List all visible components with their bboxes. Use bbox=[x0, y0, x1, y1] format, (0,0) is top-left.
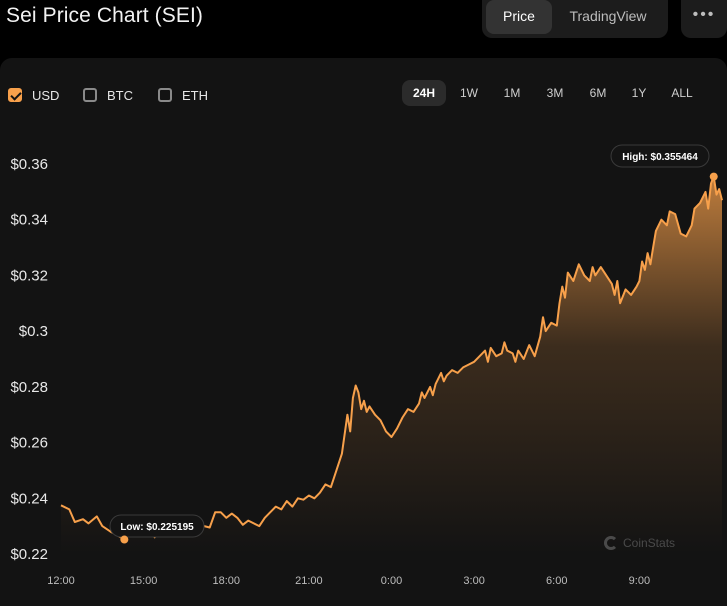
y-tick-label: $0.3 bbox=[19, 323, 48, 340]
checkbox-checked-icon bbox=[8, 88, 22, 102]
x-tick-label: 21:00 bbox=[295, 575, 323, 587]
x-tick-label: 6:00 bbox=[546, 575, 567, 587]
coinstats-watermark: CoinStats bbox=[604, 536, 675, 550]
checkbox-icon bbox=[158, 88, 172, 102]
x-tick-label: 18:00 bbox=[212, 575, 240, 587]
currency-label-eth: ETH bbox=[182, 87, 208, 103]
view-toggle: Price TradingView bbox=[482, 0, 668, 38]
range-3m[interactable]: 3M bbox=[546, 86, 564, 100]
more-options-button[interactable]: ••• bbox=[681, 0, 727, 38]
range-24h[interactable]: 24H bbox=[402, 80, 446, 106]
x-tick-label: 9:00 bbox=[629, 575, 650, 587]
x-tick-label: 3:00 bbox=[463, 575, 484, 587]
range-1y[interactable]: 1Y bbox=[631, 86, 647, 100]
x-tick-label: 15:00 bbox=[130, 575, 158, 587]
x-tick-label: 0:00 bbox=[381, 575, 402, 587]
currency-label-btc: BTC bbox=[107, 87, 133, 103]
low-tooltip-label: Low: $0.225195 bbox=[120, 522, 194, 533]
range-1w[interactable]: 1W bbox=[460, 86, 478, 100]
page-title: Sei Price Chart (SEI) bbox=[6, 4, 203, 27]
high-tooltip-box bbox=[610, 144, 710, 168]
x-tick-label: 12:00 bbox=[47, 575, 75, 587]
price-area-fill bbox=[61, 176, 722, 554]
range-all[interactable]: ALL bbox=[671, 86, 693, 100]
y-tick-label: $0.32 bbox=[10, 267, 48, 284]
currency-eth[interactable]: ETH bbox=[158, 86, 208, 104]
watermark-label: CoinStats bbox=[623, 536, 676, 550]
currency-label-usd: USD bbox=[32, 87, 60, 103]
y-tick-label: $0.24 bbox=[10, 490, 48, 507]
high-tooltip-label: High: $0.355464 bbox=[622, 152, 698, 163]
y-tick-label: $0.28 bbox=[10, 379, 48, 396]
coinstats-logo-icon bbox=[604, 536, 618, 550]
low-tooltip-box bbox=[109, 514, 205, 538]
y-tick-label: $0.34 bbox=[10, 212, 48, 229]
tab-price[interactable]: Price bbox=[486, 0, 552, 34]
tab-tradingview[interactable]: TradingView bbox=[569, 8, 647, 24]
currency-btc[interactable]: BTC bbox=[83, 86, 133, 104]
checkbox-icon bbox=[83, 88, 97, 102]
y-tick-label: $0.36 bbox=[10, 156, 48, 173]
y-tick-label: $0.26 bbox=[10, 435, 48, 452]
currency-usd[interactable]: USD bbox=[8, 86, 59, 104]
low-point-marker bbox=[120, 535, 129, 544]
price-line bbox=[60, 175, 723, 541]
high-point-marker bbox=[709, 172, 718, 181]
range-1m[interactable]: 1M bbox=[503, 86, 521, 100]
range-6m[interactable]: 6M bbox=[589, 86, 607, 100]
y-tick-label: $0.22 bbox=[10, 546, 48, 563]
